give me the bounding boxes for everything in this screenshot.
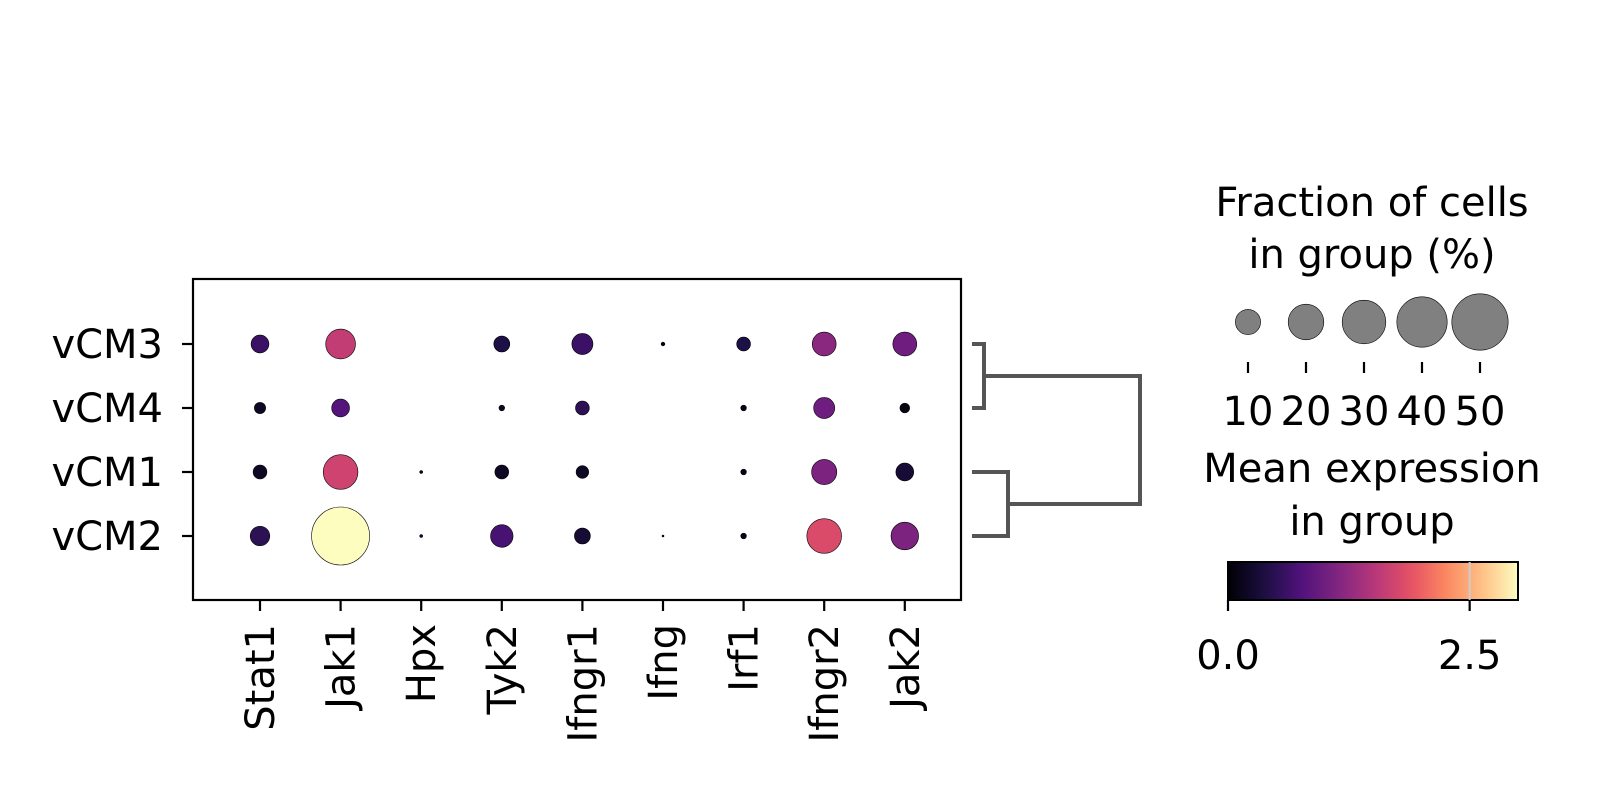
colorbar [1227,561,1519,601]
dot-vCM3-Ifng [660,341,666,347]
group-label: vCM1 [51,450,163,496]
dot-vCM1-Hpx [419,470,423,474]
size-legend-title-line2: in group (%) [1248,232,1495,278]
size-legend-marker [1341,299,1387,345]
gene-label: Hpx [399,624,445,703]
colorbar-tick-label: 0.0 [1196,633,1260,679]
size-legend-label: 20 [1281,389,1332,435]
dot-vCM4-Ifngr2 [813,397,836,419]
gene-label: Ifngr2 [802,624,848,743]
colorbar-ticks: 0.0 2.5 [1196,562,1501,679]
group-label: vCM4 [51,386,163,432]
dot-vCM3-Ifngr1 [571,333,594,355]
dot-vCM1-Ifngr1 [575,465,590,479]
gene-label: Ifng [641,624,687,701]
dot-vCM1-Jak2 [895,462,915,482]
color-legend: Mean expression in group 0.0 2.5 [1196,446,1541,679]
dot-vCM4-Stat1 [254,402,266,414]
size-legend: Fraction of cells in group (%) 10 20 30 40 5… [1215,180,1528,435]
size-legend-marker [1451,293,1509,351]
gene-label: Ifngr1 [560,624,606,743]
dot-vCM2-Irf1 [740,532,747,540]
size-legend-items: 10 20 30 40 50 [1223,293,1509,435]
gene-label: Jak2 [883,624,929,712]
size-legend-label: 40 [1397,389,1448,435]
dot-vCM1-Jak1 [322,454,359,490]
group-label: vCM2 [51,514,163,560]
gene-label: Tyk2 [480,624,526,716]
dot-vCM1-Stat1 [252,464,268,480]
dot-vCM4-Irf1 [740,404,747,412]
dot-layer [249,328,919,566]
dot-vCM4-Jak1 [331,398,350,418]
dendrogram [972,342,1142,538]
colorbar-tick-label: 2.5 [1438,633,1502,679]
dot-vCM3-Jak1 [325,328,356,360]
dot-vCM1-Ifngr2 [811,459,838,485]
gene-label: Irf1 [722,624,768,692]
dot-vCM2-Tyk2 [490,524,514,548]
dot-vCM2-Stat1 [249,525,271,547]
color-legend-title-line1: Mean expression [1203,446,1540,492]
dot-vCM1-Tyk2 [494,464,509,480]
dendrogram-branch [984,374,1142,506]
dot-vCM2-Ifng [661,534,665,538]
group-label: vCM3 [51,322,163,368]
dot-vCM2-Jak2 [890,521,919,551]
dot-vCM4-Tyk2 [498,404,505,412]
gene-label: Stat1 [238,624,284,731]
dot-vCM3-Jak2 [892,331,918,357]
dot-vCM3-Ifngr2 [811,331,837,357]
size-legend-marker [1396,296,1448,348]
size-legend-label: 50 [1455,389,1506,435]
group-axis: vCM3 vCM4 vCM1 vCM2 [51,322,193,560]
dot-vCM2-Jak1 [311,506,370,566]
dot-vCM4-Ifngr1 [575,400,590,416]
size-legend-marker [1235,309,1261,335]
dot-vCM2-Ifngr2 [806,518,842,554]
main-plot-frame [191,277,963,602]
dot-vCM3-Tyk2 [493,335,511,353]
dot-vCM2-Hpx [419,534,423,538]
dendrogram-branch [972,470,1010,538]
dot-vCM1-Irf1 [740,468,747,476]
dot-vCM3-Irf1 [736,336,751,352]
dot-vCM2-Ifngr1 [574,527,591,545]
size-legend-label: 10 [1223,389,1274,435]
size-legend-label: 30 [1339,389,1390,435]
gene-axis: Stat1 Jak1 Hpx Tyk2 Ifngr1 Ifng Irf1 Ifngr2 Jak2 [238,600,929,743]
color-legend-title-line2: in group [1289,499,1454,545]
dendrogram-branch [972,342,986,410]
dot-vCM3-Stat1 [250,334,270,354]
gene-label: Jak1 [319,624,365,712]
size-legend-title-line1: Fraction of cells [1215,180,1528,226]
dot-vCM4-Jak2 [899,402,910,414]
size-legend-marker [1287,303,1325,341]
